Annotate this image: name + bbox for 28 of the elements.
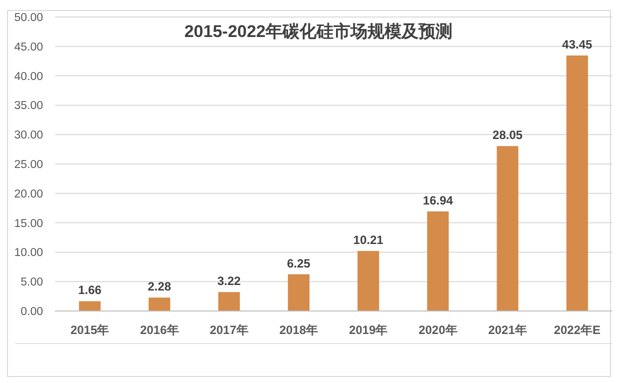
- data-label: 16.94: [422, 193, 454, 208]
- x-tick-label: 2017年: [210, 323, 248, 337]
- data-label: 10.21: [353, 232, 384, 247]
- x-tick-label: 2019年: [348, 323, 388, 337]
- data-label: 2.28: [148, 280, 172, 294]
- y-tick-label: 35.00: [14, 100, 43, 112]
- x-tick-label: 2021年: [488, 323, 527, 337]
- x-tick-label: 2022年E: [554, 323, 601, 337]
- x-tick-label: 2020年: [418, 323, 458, 337]
- y-tick-label: 15.00: [14, 218, 43, 230]
- y-tick-label: 25.00: [14, 159, 43, 171]
- data-label: 3.22: [217, 274, 242, 288]
- data-label: 43.45: [562, 38, 593, 52]
- y-tick-label: 50.00: [14, 12, 43, 24]
- y-tick-label: 30.00: [14, 130, 43, 142]
- x-tick-label: 2016年: [140, 323, 179, 337]
- chart-title: 2015-2022年碳化硅市场规模及预测: [184, 22, 453, 41]
- y-tick-label: 20.00: [14, 188, 43, 200]
- y-tick-label: 5.00: [20, 276, 43, 289]
- y-tick-label: 0.00: [20, 306, 43, 318]
- y-tick-label: 45.00: [14, 41, 43, 54]
- y-tick-label: 40.00: [14, 70, 43, 83]
- x-tick-label: 2015年: [70, 323, 110, 337]
- x-tick-label: 2018年: [279, 323, 318, 337]
- data-label: 28.05: [492, 128, 523, 142]
- data-label: 1.66: [78, 283, 102, 298]
- y-tick-label: 10.00: [14, 247, 43, 260]
- data-label: 6.25: [287, 256, 311, 270]
